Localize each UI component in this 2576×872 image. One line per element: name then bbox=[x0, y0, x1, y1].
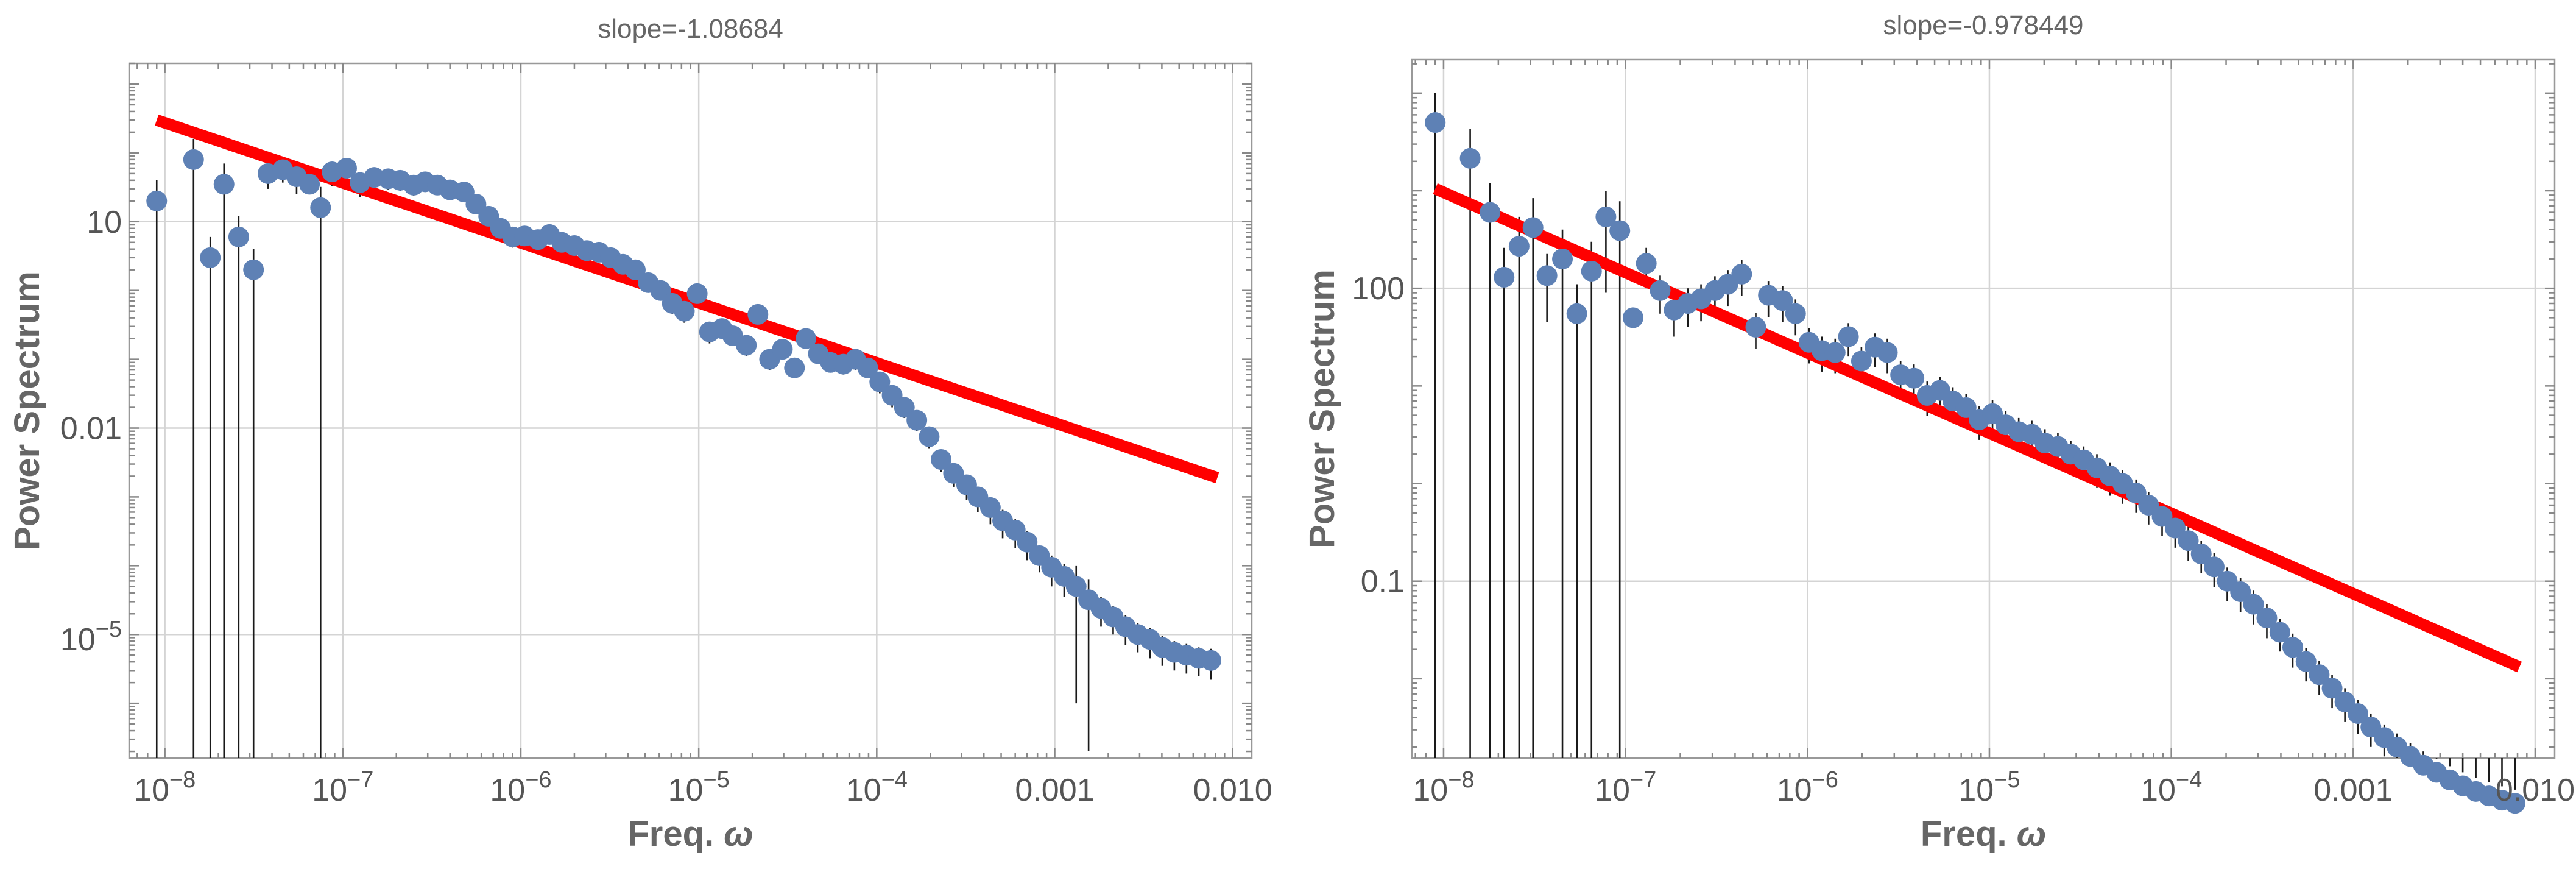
data-point bbox=[906, 409, 928, 431]
data-point bbox=[674, 300, 695, 322]
data-point bbox=[1595, 206, 1617, 227]
data-point bbox=[2203, 556, 2225, 578]
x-tick-label: 10−6 bbox=[1777, 767, 1838, 808]
data-point bbox=[1459, 147, 1481, 169]
data-point bbox=[1536, 265, 1558, 286]
data-point bbox=[2164, 517, 2186, 539]
data-point bbox=[1522, 217, 1544, 238]
data-point bbox=[1904, 367, 1925, 389]
data-point bbox=[1425, 112, 1446, 133]
x-tick-label: 0.010 bbox=[2496, 773, 2575, 808]
data-point bbox=[1877, 342, 1898, 363]
data-point bbox=[2321, 678, 2343, 699]
data-point bbox=[336, 157, 357, 179]
data-point bbox=[310, 197, 331, 218]
x-tick-label: 10−7 bbox=[1595, 767, 1656, 808]
data-point bbox=[1785, 303, 1806, 324]
y-tick-label: 10 bbox=[86, 205, 122, 240]
data-point bbox=[784, 357, 805, 378]
y-tick-label: 0.1 bbox=[1361, 564, 1405, 600]
data-point bbox=[1566, 303, 1587, 324]
chart-title: slope=-1.08684 bbox=[598, 14, 783, 44]
x-tick-label: 0.001 bbox=[1015, 773, 1094, 808]
x-tick-label: 10−8 bbox=[134, 767, 196, 808]
x-tick-label: 0.010 bbox=[1193, 773, 1272, 808]
data-point bbox=[796, 328, 817, 349]
data-point bbox=[857, 357, 878, 378]
x-tick-label: 0.001 bbox=[2313, 773, 2393, 808]
data-point bbox=[1838, 326, 1859, 347]
y-tick-label: 100 bbox=[1352, 271, 1405, 307]
data-point bbox=[736, 335, 757, 356]
y-tick-label: 10−5 bbox=[60, 617, 122, 658]
data-point bbox=[1636, 253, 1657, 274]
data-point bbox=[747, 303, 769, 325]
data-point bbox=[1650, 280, 1671, 301]
x-tick-label: 10−5 bbox=[1958, 767, 2020, 808]
chart-title: slope=-0.978449 bbox=[1883, 10, 2083, 40]
data-point bbox=[2256, 608, 2278, 629]
data-point bbox=[1017, 531, 1038, 553]
x-axis-label: Freq. ω bbox=[627, 814, 753, 854]
data-point bbox=[919, 426, 940, 447]
x-tick-label: 10−8 bbox=[1413, 767, 1474, 808]
data-point bbox=[299, 174, 320, 195]
data-point bbox=[1494, 266, 1515, 288]
x-tick-label: 10−4 bbox=[2140, 767, 2202, 808]
x-tick-label: 10−6 bbox=[490, 767, 551, 808]
x-tick-label: 10−5 bbox=[668, 767, 730, 808]
data-point bbox=[146, 190, 168, 211]
data-point bbox=[1581, 260, 1602, 282]
axis-ticks bbox=[129, 62, 1252, 758]
data-point bbox=[686, 283, 708, 304]
data-point bbox=[931, 448, 952, 470]
plot-frame bbox=[1411, 58, 2556, 759]
axis-ticks bbox=[1412, 60, 2555, 758]
data-point bbox=[1201, 650, 1222, 671]
data-point bbox=[869, 371, 891, 392]
data-point bbox=[2230, 581, 2251, 602]
data-point bbox=[2295, 651, 2317, 672]
data-point bbox=[2347, 703, 2368, 724]
chart-left: 10−8 10−7 10−6 10−5 10−4 0.001 0.010 10 0.01 10−5… bbox=[7, 14, 1272, 854]
data-point bbox=[2309, 664, 2330, 686]
data-point bbox=[183, 149, 204, 170]
data-point bbox=[979, 497, 1001, 518]
data-point bbox=[772, 339, 793, 360]
data-point bbox=[2504, 793, 2525, 814]
data-point bbox=[894, 397, 915, 418]
data-point bbox=[1731, 263, 1752, 285]
data-point bbox=[1772, 290, 1793, 311]
data-point bbox=[1955, 397, 1977, 418]
data-point bbox=[2190, 544, 2212, 565]
y-axis-label: Power Spectrum bbox=[7, 271, 47, 550]
x-axis-label: Freq. ω bbox=[1921, 814, 2046, 854]
data-point bbox=[1745, 316, 1766, 338]
data-point bbox=[200, 247, 221, 268]
y-tick-label: 0.01 bbox=[60, 411, 122, 447]
data-point bbox=[2178, 530, 2199, 551]
fit-line bbox=[155, 115, 1219, 483]
data-point bbox=[1824, 342, 1846, 363]
data-point bbox=[1065, 576, 1087, 597]
x-tick-label: 10−7 bbox=[312, 767, 373, 808]
data-point bbox=[1552, 248, 1573, 269]
data-point bbox=[1851, 350, 1872, 372]
data-point bbox=[2282, 637, 2303, 658]
data-point bbox=[1622, 307, 1643, 328]
data-point bbox=[228, 226, 249, 247]
x-tick-label: 10−4 bbox=[846, 767, 908, 808]
data-point bbox=[624, 259, 646, 280]
y-axis-label: Power Spectrum bbox=[1302, 269, 1342, 548]
data-point bbox=[2243, 594, 2264, 615]
data-point bbox=[1609, 220, 1631, 241]
data-point bbox=[213, 174, 235, 195]
data-point bbox=[243, 259, 264, 280]
chart-right: 10−8 10−7 10−6 10−5 10−4 0.001 0.010 100 0.1 slop… bbox=[1302, 10, 2575, 854]
data-point bbox=[1508, 236, 1530, 257]
data-point bbox=[2269, 622, 2290, 643]
data-point bbox=[1480, 202, 1501, 223]
